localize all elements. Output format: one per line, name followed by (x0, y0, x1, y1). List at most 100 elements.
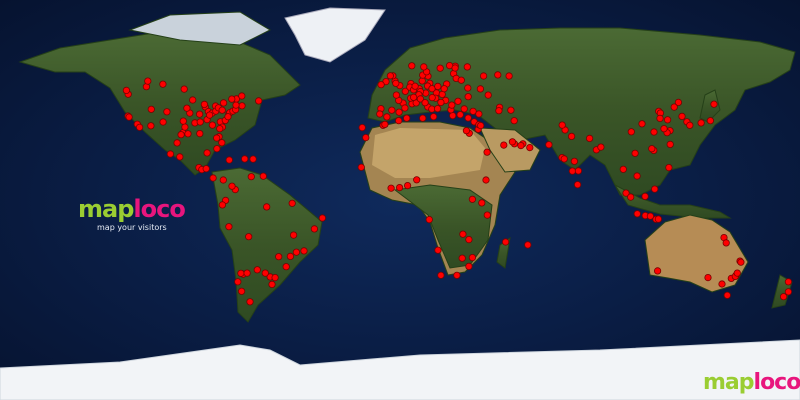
visitor-dot (286, 252, 294, 260)
visitor-dot (464, 84, 472, 92)
visitor-dot (631, 149, 639, 157)
visitor-dot (238, 287, 246, 295)
visitor-dot (451, 64, 459, 72)
visitor-dot (196, 118, 204, 126)
visitor-dot (401, 104, 409, 112)
visitor-dot (238, 92, 246, 100)
visitor-dot (159, 80, 167, 88)
visitor-dot (253, 266, 261, 274)
visitor-dot (358, 124, 366, 132)
visitor-dot (500, 141, 508, 149)
visitor-dot (462, 127, 470, 135)
visitor-dot (401, 87, 409, 95)
visitor-dot (434, 246, 442, 254)
visitor-dot (638, 120, 646, 128)
visitor-dot (184, 130, 192, 138)
visitor-dot (310, 225, 318, 233)
sahara (372, 128, 485, 178)
visitor-dot (784, 288, 793, 296)
visitor-dot (457, 76, 465, 84)
logo-text-loco: loco (133, 195, 185, 223)
indonesia (613, 183, 732, 219)
visitor-dot (710, 100, 718, 108)
visitor-dot (220, 99, 228, 107)
visitor-dot (718, 280, 726, 288)
visitor-dot (376, 110, 384, 118)
visitor-dot (433, 105, 442, 113)
maploco-corner-logo[interactable]: maploco (703, 370, 800, 395)
visitor-dot (249, 155, 257, 163)
visitor-dot (646, 212, 655, 220)
visitor-dot (362, 134, 370, 142)
visitor-dot (245, 233, 253, 241)
visitor-dot (464, 114, 472, 122)
visitor-dot (510, 117, 518, 125)
visitor-dot (213, 134, 221, 142)
visitor-dot (627, 193, 635, 201)
visitor-dot (403, 182, 412, 190)
visitor-dot (377, 81, 385, 89)
visitor-dot (459, 230, 467, 238)
visitor-dot (723, 291, 731, 299)
visitor-dot (292, 248, 300, 256)
visitor-dot (505, 72, 513, 80)
visitor-dot (419, 114, 427, 122)
visitor-dot (246, 298, 254, 306)
visitor-dot (627, 128, 635, 136)
visitor-dot (483, 211, 491, 219)
visitor-dot (653, 267, 662, 275)
visitor-dot (508, 138, 517, 146)
visitor-dot (722, 239, 730, 247)
visitor-dot (232, 101, 240, 109)
visitor-dot (437, 271, 445, 279)
visitor-dot (261, 269, 269, 277)
visitor-dot (484, 91, 492, 99)
visitor-dot (463, 63, 471, 71)
visitor-dot (648, 145, 656, 153)
visitor-dot (706, 117, 715, 125)
visitor-dot (641, 192, 649, 200)
visitor-dot (478, 199, 486, 207)
visitor-dot (237, 269, 245, 277)
visitor-dot (247, 173, 255, 181)
visitor-dot (622, 189, 630, 197)
maploco-logo[interactable]: maploco (78, 195, 186, 223)
visitor-dot (225, 223, 233, 231)
visitor-dot (395, 184, 404, 192)
visitor-dot (568, 167, 577, 175)
visitor-dot (697, 119, 705, 127)
visitor-dot (737, 258, 745, 266)
visitor-dot (674, 98, 683, 107)
visitor-dot (573, 181, 582, 189)
visitor-dot (660, 125, 668, 133)
visitor-dot (570, 157, 579, 165)
visitor-dot (147, 105, 155, 113)
australia (644, 214, 749, 293)
visitor-dot (288, 199, 296, 207)
visitor-dot (241, 155, 249, 163)
visitor-dot (202, 165, 210, 173)
visitor-dot (460, 105, 468, 113)
visitor-dot (386, 72, 394, 80)
visitor-dot (663, 116, 672, 124)
visitor-dot (289, 231, 298, 239)
arabia (479, 127, 541, 173)
visitor-dot (454, 97, 462, 105)
visitor-dot (411, 82, 419, 90)
visitor-dot (243, 269, 251, 277)
visitor-dot (475, 110, 483, 118)
visitor-dot (420, 63, 428, 71)
visitor-dot (434, 82, 442, 91)
visitor-dot (469, 107, 477, 115)
visitor-dot (357, 163, 365, 171)
visitor-dot (125, 113, 133, 121)
visitor-dot (208, 121, 216, 129)
visitor-dot (507, 106, 515, 114)
visitor-dot (259, 172, 267, 180)
visitor-dot (465, 236, 473, 244)
visitor-dot (409, 93, 418, 101)
visitor-dot (173, 139, 181, 147)
visitor-dot (300, 247, 308, 255)
visitor-dot (163, 108, 171, 116)
